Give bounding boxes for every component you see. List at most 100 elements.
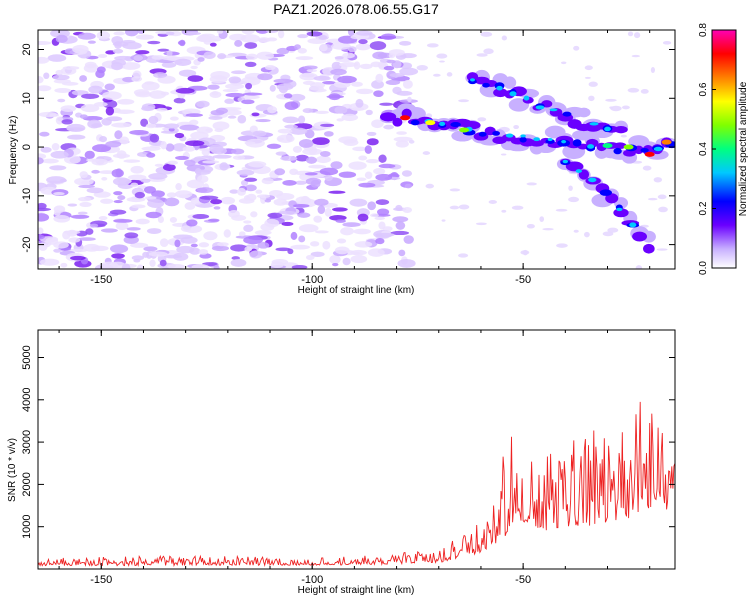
heatmap-noise-blob (375, 73, 384, 83)
heatmap-noise-blob (408, 139, 415, 144)
heatmap-noise-blob (38, 56, 50, 64)
heatmap-noise-blob (329, 254, 341, 264)
heatmap-noise-blob (375, 199, 390, 206)
heatmap-noise-blob (640, 89, 649, 94)
heatmap-noise-blob (245, 82, 253, 90)
heatmap-noise-blob (174, 190, 193, 199)
heatmap-noise-blob (136, 264, 145, 269)
heatmap-noise-blob (234, 40, 243, 47)
heatmap-noise-blob (378, 163, 396, 169)
heatmap-noise-blob (274, 168, 286, 176)
heatmap-noise-blob (397, 258, 416, 268)
heatmap-noise-blob (238, 231, 246, 237)
heatmap-noise-blob (80, 180, 90, 185)
heatmap-noise-blob (98, 170, 116, 175)
heatmap-noise-blob (239, 95, 260, 100)
colorbar: 0.0 0.2 0.4 0.6 0.8 Normalized spectral ampl… (698, 23, 749, 275)
heatmap-noise-blob (232, 155, 246, 160)
heatmap-noise-blob (211, 35, 222, 42)
heatmap-noise-blob (38, 40, 52, 46)
heatmap-noise-blob (337, 75, 357, 84)
heatmap-noise-blob (243, 224, 254, 233)
heatmap-noise-blob (48, 113, 60, 117)
heatmap-noise-blob (297, 47, 307, 54)
heatmap-noise-blob (111, 62, 123, 71)
heatmap-noise-blob (244, 42, 258, 49)
heatmap-noise-blob (287, 248, 294, 255)
heatmap-noise-blob (79, 171, 88, 179)
heatmap-noise-blob (111, 168, 124, 178)
heatmap-noise-blob (81, 93, 100, 99)
heatmap-noise-blob (156, 107, 168, 112)
heatmap-noise-blob (356, 177, 367, 182)
heatmap-noise-blob (501, 209, 507, 213)
heatmap-noise-blob (147, 40, 161, 45)
heatmap-noise-blob (290, 231, 298, 240)
heatmap-noise-blob (342, 52, 355, 59)
heatmap-noise-blob (109, 244, 129, 254)
snr-plot-area (38, 401, 675, 568)
heatmap-noise-blob (38, 76, 44, 84)
heatmap-noise-blob (144, 81, 155, 85)
heatmap-noise-blob (426, 43, 439, 48)
heatmap-noise-blob (336, 118, 344, 122)
colorbar-tick-label: 0.8 (698, 23, 709, 37)
heatmap-signal-blob (599, 189, 612, 196)
heatmap-noise-blob (159, 238, 169, 248)
heatmap-noise-blob (190, 243, 198, 248)
heatmap-noise-blob (602, 231, 614, 237)
heatmap-noise-blob (230, 258, 247, 267)
heatmap-noise-blob (458, 253, 469, 258)
heatmap-signal-blob (439, 121, 446, 126)
heatmap-noise-blob (84, 61, 97, 69)
heatmap-noise-blob (353, 228, 371, 235)
heatmap-noise-blob (190, 65, 198, 70)
heatmap-noise-blob (196, 35, 213, 43)
heatmap-noise-blob (109, 209, 127, 215)
heatmap-noise-blob (320, 123, 335, 127)
heatmap-noise-blob (588, 81, 598, 87)
heatmap-noise-blob (357, 213, 369, 222)
heatmap-noise-blob (542, 227, 554, 231)
heatmap-noise-blob (123, 159, 141, 163)
heatmap-noise-blob (501, 35, 507, 41)
colorbar-ticks: 0.0 0.2 0.4 0.6 0.8 (698, 23, 716, 275)
heatmap-noise-blob (186, 31, 201, 36)
heatmap-noise-blob (657, 194, 667, 200)
heatmap-noise-blob (277, 128, 293, 134)
heatmap-noise-blob (66, 229, 78, 237)
heatmap-noise-blob (189, 119, 199, 126)
heatmap-noise-blob (111, 122, 131, 128)
heatmap-noise-blob (222, 88, 239, 93)
heatmap-noise-blob (269, 84, 276, 92)
heatmap-noise-blob (395, 204, 403, 211)
heatmap-noise-blob (180, 225, 192, 232)
heatmap-noise-blob (374, 216, 386, 221)
heatmap-signal-blob (503, 76, 517, 89)
heatmap-noise-blob (392, 216, 409, 223)
heatmap-noise-blob (102, 91, 122, 100)
heatmap-noise-blob (399, 40, 412, 46)
heatmap-noise-blob (341, 113, 359, 122)
heatmap-noise-blob (243, 236, 263, 245)
heatmap-noise-blob (658, 206, 668, 213)
heatmap-noise-blob (370, 213, 379, 218)
heatmap-noise-blob (284, 124, 298, 129)
heatmap-noise-blob (229, 33, 247, 41)
heatmap-noise-blob (196, 187, 214, 194)
heatmap-noise-blob (231, 214, 247, 221)
heatmap-noise-blob (395, 221, 406, 230)
heatmap-noise-blob (125, 30, 139, 37)
heatmap-signal-blob (549, 108, 558, 112)
heatmap-noise-blob (251, 112, 260, 117)
spectrogram-y-axis-label: Frequency (Hz) (8, 116, 19, 185)
heatmap-noise-blob (335, 219, 346, 223)
heatmap-noise-blob (208, 116, 223, 121)
heatmap-noise-blob (79, 202, 92, 208)
heatmap-noise-blob (314, 230, 329, 234)
heatmap-noise-blob (330, 42, 351, 50)
heatmap-noise-blob (347, 30, 355, 37)
heatmap-noise-blob (99, 136, 107, 143)
heatmap-noise-blob (38, 213, 50, 222)
x-tick-label: -100 (301, 574, 323, 586)
